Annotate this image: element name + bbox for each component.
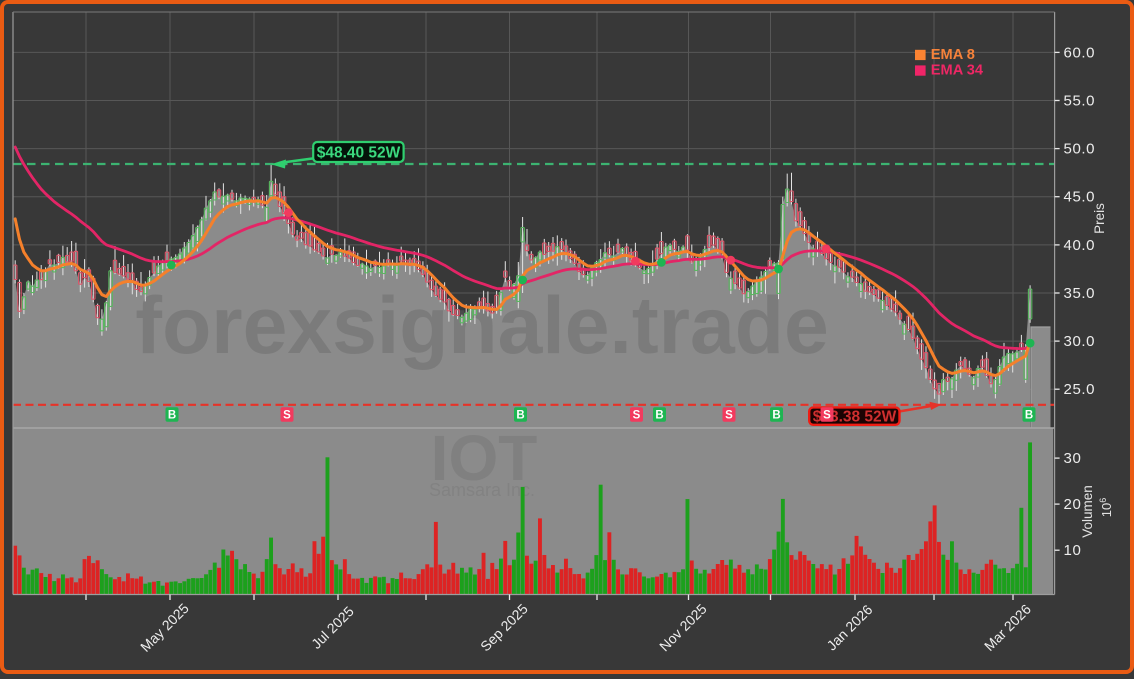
svg-text:forexsignale.trade: forexsignale.trade: [135, 281, 828, 371]
svg-text:IOT: IOT: [431, 422, 538, 494]
svg-text:50.0: 50.0: [1064, 141, 1096, 158]
svg-text:10: 10: [1064, 542, 1082, 559]
svg-text:S: S: [633, 410, 641, 422]
svg-text:B: B: [772, 410, 780, 422]
svg-text:Volumen: Volumen: [1080, 485, 1095, 538]
svg-text:B: B: [516, 410, 524, 422]
svg-text:20: 20: [1064, 496, 1082, 513]
svg-text:S: S: [725, 410, 733, 422]
svg-text:30.0: 30.0: [1064, 333, 1096, 350]
svg-text:60.0: 60.0: [1064, 44, 1096, 61]
svg-text:Preis: Preis: [1092, 203, 1107, 234]
svg-text:EMA 34: EMA 34: [931, 63, 984, 79]
svg-text:B: B: [168, 410, 176, 422]
svg-text:$48.40 52W: $48.40 52W: [317, 145, 401, 162]
svg-text:EMA 8: EMA 8: [931, 47, 975, 63]
svg-text:25.0: 25.0: [1064, 381, 1096, 398]
svg-text:Samsara Inc.: Samsara Inc.: [429, 480, 535, 500]
svg-text:B: B: [1025, 410, 1033, 422]
svg-text:40.0: 40.0: [1064, 237, 1096, 254]
svg-text:$23.38 52W: $23.38 52W: [813, 408, 897, 425]
svg-text:35.0: 35.0: [1064, 285, 1096, 302]
svg-text:B: B: [655, 410, 663, 422]
svg-text:S: S: [283, 410, 291, 422]
svg-text:45.0: 45.0: [1064, 189, 1096, 206]
svg-text:30: 30: [1064, 450, 1082, 467]
svg-text:55.0: 55.0: [1064, 93, 1096, 110]
svg-text:S: S: [823, 410, 831, 422]
